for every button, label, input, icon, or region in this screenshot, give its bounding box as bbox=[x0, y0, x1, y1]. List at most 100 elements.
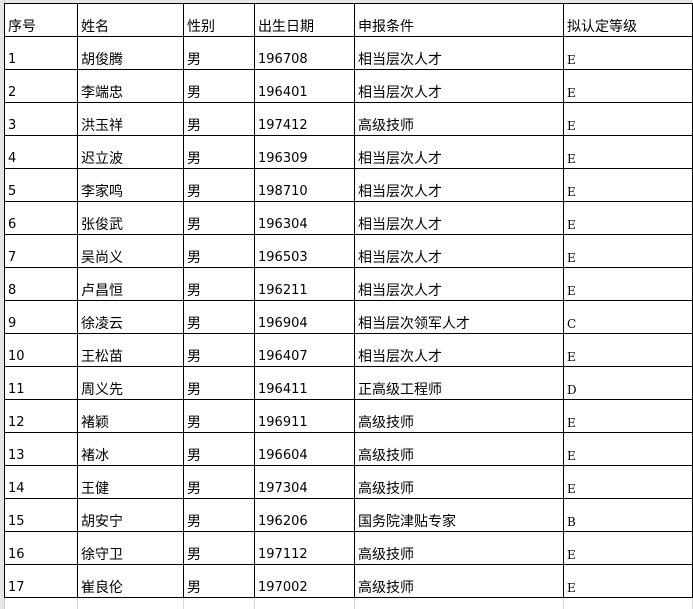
cell-name[interactable]: 李家鸣 bbox=[77, 168, 184, 202]
cell-grade[interactable]: E bbox=[563, 399, 693, 433]
cell-index[interactable]: 10 bbox=[4, 333, 78, 367]
header-qualification[interactable]: 申报条件 bbox=[354, 3, 564, 37]
cell-grade[interactable]: E bbox=[563, 135, 693, 169]
cell-birth-date[interactable]: 196604 bbox=[254, 432, 355, 466]
cell-birth-date[interactable]: 196904 bbox=[254, 300, 355, 334]
cell-gender[interactable]: 男 bbox=[183, 102, 255, 136]
cell-index[interactable]: 4 bbox=[4, 135, 78, 169]
cell-name[interactable]: 洪玉祥 bbox=[77, 102, 184, 136]
cell-qualification[interactable]: 相当层次人才 bbox=[354, 135, 564, 169]
cell-birth-date[interactable]: 196309 bbox=[254, 135, 355, 169]
cell-gender[interactable]: 男 bbox=[183, 234, 255, 268]
cell-index[interactable]: 17 bbox=[4, 564, 78, 598]
cell-name[interactable]: 徐守卫 bbox=[77, 531, 184, 565]
cell-grade[interactable]: E bbox=[563, 531, 693, 565]
cell-grade[interactable]: E bbox=[563, 69, 693, 103]
cell-name[interactable]: 周义先 bbox=[77, 366, 184, 400]
header-grade[interactable]: 拟认定等级 bbox=[563, 3, 693, 37]
cell-index[interactable]: 3 bbox=[4, 102, 78, 136]
cell-gender[interactable]: 男 bbox=[183, 366, 255, 400]
cell-grade[interactable]: E bbox=[563, 564, 693, 598]
cell-birth-date[interactable]: 198710 bbox=[254, 168, 355, 202]
cell-birth-date[interactable]: 196304 bbox=[254, 201, 355, 235]
cell-gender[interactable]: 男 bbox=[183, 201, 255, 235]
cell-gender[interactable]: 男 bbox=[183, 36, 255, 70]
cell-qualification[interactable]: 国务院津贴专家 bbox=[354, 498, 564, 532]
cell-name[interactable]: 迟立波 bbox=[77, 135, 184, 169]
cell-qualification[interactable]: 相当层次人才 bbox=[354, 69, 564, 103]
header-birth-date[interactable]: 出生日期 bbox=[254, 3, 355, 37]
cell-gender[interactable]: 男 bbox=[183, 135, 255, 169]
cell-qualification[interactable]: 相当层次人才 bbox=[354, 36, 564, 70]
header-gender[interactable]: 性别 bbox=[183, 3, 255, 37]
cell-qualification[interactable]: 相当层次人才 bbox=[354, 234, 564, 268]
cell-name[interactable]: 李端忠 bbox=[77, 69, 184, 103]
cell-name[interactable]: 卢昌恒 bbox=[77, 267, 184, 301]
cell-name[interactable]: 王健 bbox=[77, 465, 184, 499]
cell-birth-date[interactable]: 197304 bbox=[254, 465, 355, 499]
cell-index[interactable]: 5 bbox=[4, 168, 78, 202]
cell-grade[interactable]: E bbox=[563, 333, 693, 367]
cell-gender[interactable]: 男 bbox=[183, 168, 255, 202]
cell-gender[interactable]: 男 bbox=[183, 300, 255, 334]
cell-name[interactable]: 徐凌云 bbox=[77, 300, 184, 334]
cell-name[interactable]: 崔良伦 bbox=[77, 564, 184, 598]
cell-gender[interactable]: 男 bbox=[183, 531, 255, 565]
cell-qualification[interactable]: 高级技师 bbox=[354, 465, 564, 499]
cell-qualification[interactable]: 相当层次人才 bbox=[354, 201, 564, 235]
cell-gender[interactable]: 男 bbox=[183, 498, 255, 532]
cell-index[interactable]: 15 bbox=[4, 498, 78, 532]
cell-name[interactable]: 褚颖 bbox=[77, 399, 184, 433]
cell-name[interactable]: 王松苗 bbox=[77, 333, 184, 367]
cell-grade[interactable]: D bbox=[563, 366, 693, 400]
cell-qualification[interactable]: 相当层次人才 bbox=[354, 333, 564, 367]
cell-qualification[interactable]: 高级技师 bbox=[354, 399, 564, 433]
cell-gender[interactable]: 男 bbox=[183, 399, 255, 433]
header-name[interactable]: 姓名 bbox=[77, 3, 184, 37]
cell-index[interactable]: 16 bbox=[4, 531, 78, 565]
cell-qualification[interactable]: 高级技师 bbox=[354, 564, 564, 598]
cell-grade[interactable]: E bbox=[563, 168, 693, 202]
cell-grade[interactable]: C bbox=[563, 300, 693, 334]
cell-index[interactable]: 11 bbox=[4, 366, 78, 400]
cell-name[interactable]: 胡安宁 bbox=[77, 498, 184, 532]
cell-birth-date[interactable]: 196401 bbox=[254, 69, 355, 103]
cell-birth-date[interactable]: 197112 bbox=[254, 531, 355, 565]
cell-grade[interactable]: E bbox=[563, 201, 693, 235]
cell-grade[interactable]: E bbox=[563, 267, 693, 301]
cell-name[interactable]: 胡俊腾 bbox=[77, 36, 184, 70]
cell-gender[interactable]: 男 bbox=[183, 465, 255, 499]
cell-birth-date[interactable]: 196211 bbox=[254, 267, 355, 301]
cell-grade[interactable]: E bbox=[563, 102, 693, 136]
cell-gender[interactable]: 男 bbox=[183, 432, 255, 466]
cell-qualification[interactable]: 相当层次人才 bbox=[354, 267, 564, 301]
cell-index[interactable]: 12 bbox=[4, 399, 78, 433]
cell-birth-date[interactable]: 196411 bbox=[254, 366, 355, 400]
cell-grade[interactable]: B bbox=[563, 498, 693, 532]
cell-grade[interactable]: E bbox=[563, 36, 693, 70]
cell-qualification[interactable]: 高级技师 bbox=[354, 531, 564, 565]
cell-index[interactable]: 6 bbox=[4, 201, 78, 235]
cell-qualification[interactable]: 相当层次领军人才 bbox=[354, 300, 564, 334]
cell-qualification[interactable]: 相当层次人才 bbox=[354, 168, 564, 202]
cell-birth-date[interactable]: 196206 bbox=[254, 498, 355, 532]
cell-qualification[interactable]: 高级技师 bbox=[354, 432, 564, 466]
cell-index[interactable]: 13 bbox=[4, 432, 78, 466]
cell-name[interactable]: 褚冰 bbox=[77, 432, 184, 466]
cell-birth-date[interactable]: 197412 bbox=[254, 102, 355, 136]
cell-qualification[interactable]: 正高级工程师 bbox=[354, 366, 564, 400]
cell-gender[interactable]: 男 bbox=[183, 69, 255, 103]
cell-gender[interactable]: 男 bbox=[183, 564, 255, 598]
cell-index[interactable]: 9 bbox=[4, 300, 78, 334]
cell-index[interactable]: 2 bbox=[4, 69, 78, 103]
header-index[interactable]: 序号 bbox=[4, 3, 78, 37]
cell-grade[interactable]: E bbox=[563, 432, 693, 466]
cell-name[interactable]: 张俊武 bbox=[77, 201, 184, 235]
cell-birth-date[interactable]: 197002 bbox=[254, 564, 355, 598]
cell-index[interactable]: 14 bbox=[4, 465, 78, 499]
cell-grade[interactable]: E bbox=[563, 234, 693, 268]
cell-name[interactable]: 吴尚义 bbox=[77, 234, 184, 268]
cell-birth-date[interactable]: 196708 bbox=[254, 36, 355, 70]
cell-gender[interactable]: 男 bbox=[183, 333, 255, 367]
cell-gender[interactable]: 男 bbox=[183, 267, 255, 301]
